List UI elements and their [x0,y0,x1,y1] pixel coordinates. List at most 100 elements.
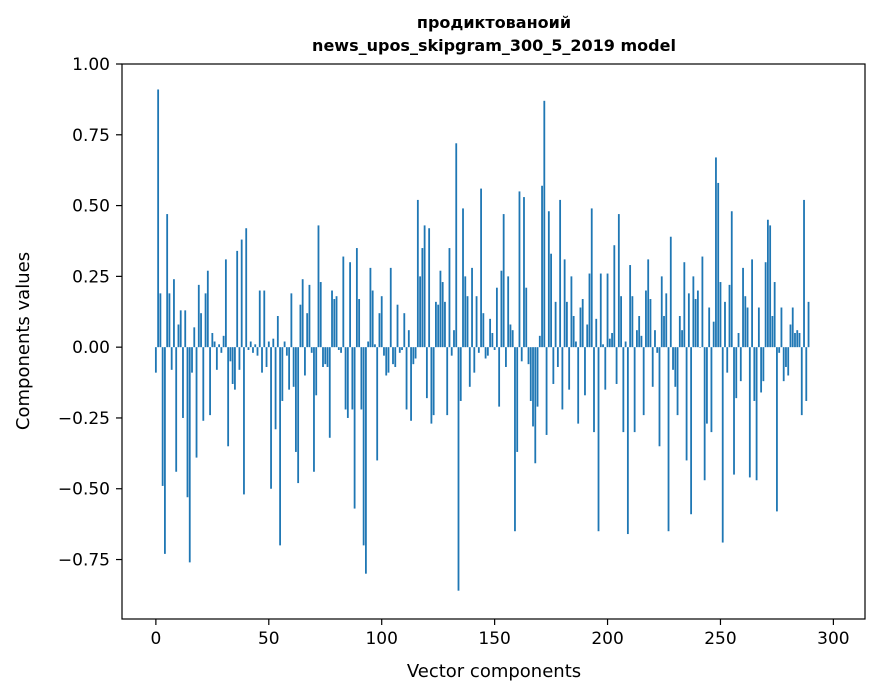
bar-126 [439,270,442,348]
bar-167 [532,347,534,427]
bar-235 [685,347,688,461]
bar-140 [471,267,473,348]
bar-30 [222,335,225,348]
bar-94 [367,341,370,348]
bar-60 [290,293,293,348]
bar-53 [274,347,277,430]
bar-33 [229,347,232,362]
bar-216 [642,347,645,416]
bar-150 [493,347,496,350]
bar-7 [170,347,173,370]
bar-288 [805,347,808,401]
x-tick-label: 0 [150,629,161,649]
bar-265 [753,347,756,401]
bar-248 [715,157,717,348]
bar-270 [764,262,767,348]
bar-95 [369,267,372,348]
bar-128 [444,301,446,348]
bar-143 [477,347,480,353]
bar-289 [807,301,810,348]
bar-172 [543,100,546,348]
bar-226 [665,293,668,348]
bar-118 [421,248,424,348]
bar-187 [577,347,580,424]
bar-1 [157,89,160,348]
y-axis: −0.75 −0.50 −0.25 0.00 0.25 0.50 0.75 1.00 [58,55,122,571]
bar-267 [757,307,760,348]
bar-3 [161,347,164,486]
bar-195 [595,318,598,348]
bar-161 [518,191,521,348]
bar-225 [663,316,665,348]
bar-66 [304,347,306,376]
bar-278 [782,347,785,382]
bar-34 [231,347,234,384]
bar-131 [450,347,453,356]
x-axis: 0 50 100 150 200 250 300 [150,619,850,649]
bar-41 [247,347,250,350]
bar-55 [279,347,281,546]
bar-229 [672,347,674,370]
bar-181 [563,259,566,348]
bar-180 [561,347,564,410]
bar-57 [283,341,286,348]
bar-273 [771,316,774,348]
bar-135 [459,347,462,401]
bar-130 [448,248,451,348]
bar-76 [326,347,329,367]
bar-93 [364,347,367,574]
bar-174 [547,211,550,348]
bar-197 [599,273,602,348]
x-tick-label: 200 [591,629,623,649]
bar-70 [313,347,315,472]
bar-71 [315,347,318,396]
bar-137 [464,276,467,348]
bar-175 [550,253,552,348]
bar-141 [473,347,476,373]
bar-284 [796,330,799,348]
bar-19 [197,284,200,348]
bar-259 [739,347,742,382]
bar-282 [791,307,794,348]
bar-232 [678,316,681,348]
bar-145 [482,313,485,348]
bar-113 [410,347,412,421]
bar-159 [514,347,516,532]
bar-103 [387,347,390,373]
y-tick-label: 0.75 [72,126,110,146]
bar-87 [351,347,354,410]
bar-183 [568,347,571,390]
bar-104 [389,267,392,348]
bar-64 [299,304,302,348]
x-tick-label: 250 [704,629,736,649]
bar-series [154,89,810,591]
bar-182 [565,301,568,348]
bar-17 [193,327,196,348]
bar-139 [468,347,471,387]
bar-5 [166,214,169,348]
bar-85 [346,347,349,418]
bar-198 [602,344,604,348]
bar-117 [419,276,422,348]
bar-15 [188,347,191,563]
bar-121 [428,228,431,348]
bar-124 [435,301,437,348]
bar-201 [608,338,611,348]
bar-69 [310,347,313,353]
bar-178 [556,347,559,367]
bar-108 [398,347,401,353]
bar-233 [681,330,683,348]
bar-119 [423,225,426,348]
bar-114 [412,347,415,365]
bar-52 [272,338,275,348]
bar-68 [308,284,311,348]
bar-272 [769,225,772,348]
bar-51 [270,347,272,489]
bar-188 [579,307,582,348]
bar-73 [319,282,322,348]
bar-10 [177,324,180,348]
bar-254 [728,284,731,348]
bar-106 [394,347,397,367]
bar-67 [306,313,309,348]
bar-16 [191,347,193,373]
